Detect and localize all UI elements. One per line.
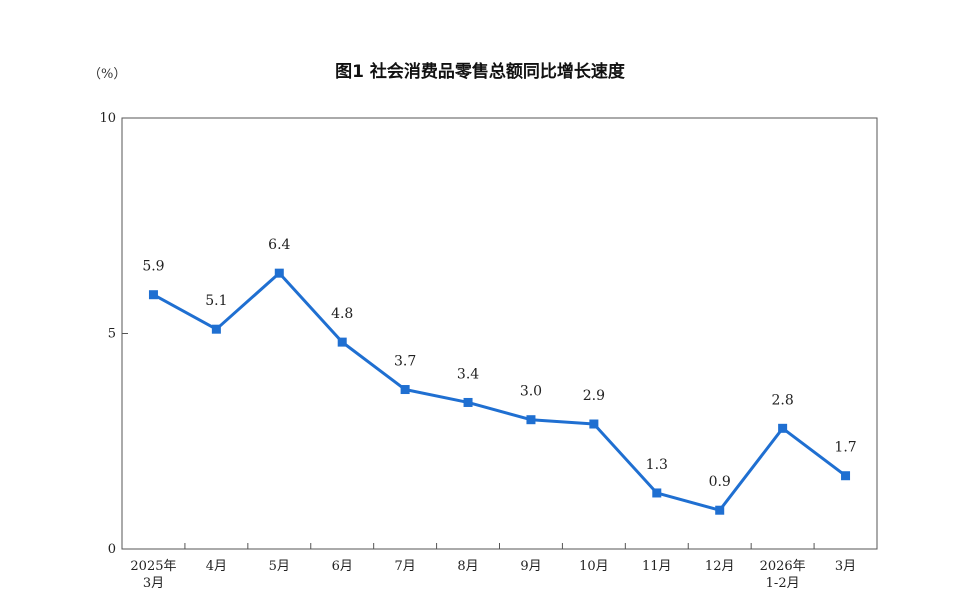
data-point-marker	[463, 397, 473, 407]
data-label: 6.4	[268, 237, 290, 253]
data-label: 2.8	[771, 392, 793, 408]
data-point-marker	[652, 488, 662, 498]
data-label: 1.3	[646, 457, 668, 473]
data-label: 1.7	[834, 440, 856, 456]
data-point-marker	[274, 268, 284, 278]
plot-frame	[121, 117, 878, 550]
y-axis-unit-label: （%）	[88, 67, 127, 82]
x-tick-label: 3月	[143, 576, 164, 591]
x-tick-label: 9月	[520, 559, 541, 574]
x-tick-label: 1-2月	[766, 576, 800, 591]
x-tick-label: 2026年	[760, 559, 806, 574]
x-tick-label: 11月	[642, 559, 672, 574]
data-point-marker	[337, 337, 347, 347]
x-tick-label: 7月	[394, 559, 415, 574]
data-point-marker	[589, 419, 599, 429]
data-label: 5.9	[142, 259, 164, 275]
y-tick-label: 10	[99, 111, 116, 126]
data-point-marker	[148, 290, 158, 300]
data-label: 3.7	[394, 354, 416, 370]
y-tick-label: 0	[108, 542, 116, 557]
y-tick-label: 5	[108, 327, 116, 342]
data-label: 0.9	[709, 474, 731, 490]
data-label: 5.1	[205, 293, 227, 309]
data-point-marker	[400, 385, 410, 395]
x-tick-label: 2025年	[130, 559, 176, 574]
data-point-marker	[526, 415, 536, 425]
data-point-marker	[715, 505, 725, 515]
x-tick-label: 5月	[269, 559, 290, 574]
data-label: 2.9	[583, 388, 605, 404]
data-label: 3.4	[457, 366, 479, 382]
x-tick-label: 4月	[206, 559, 227, 574]
series-line	[151, 271, 848, 512]
x-tick-label: 6月	[332, 559, 353, 574]
x-tick-label: 3月	[835, 559, 856, 574]
data-label: 4.8	[331, 306, 353, 322]
data-point-marker	[841, 471, 851, 481]
chart-title: 图1 社会消费品零售总额同比增长速度	[335, 62, 625, 82]
x-tick-label: 8月	[457, 559, 478, 574]
data-label: 3.0	[520, 384, 542, 400]
x-tick-label: 10月	[579, 559, 609, 574]
data-point-marker	[778, 423, 788, 433]
data-point-marker	[211, 324, 221, 334]
x-tick-label: 12月	[705, 559, 735, 574]
